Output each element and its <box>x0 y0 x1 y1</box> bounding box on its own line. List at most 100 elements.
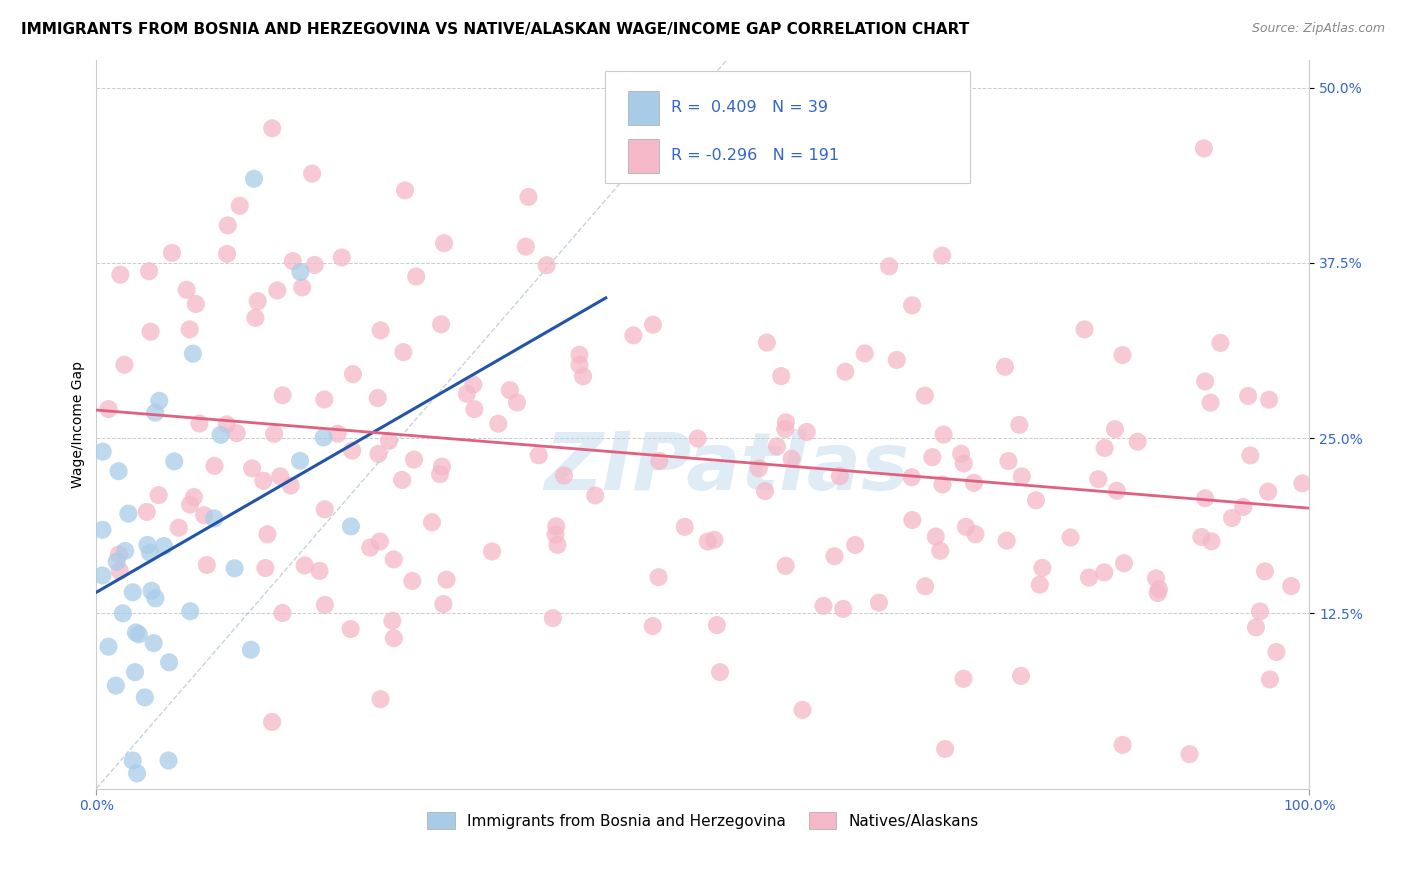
Point <box>280 478 302 492</box>
Point <box>1087 472 1109 486</box>
Point <box>110 268 132 282</box>
Point <box>547 538 569 552</box>
Point <box>952 457 974 471</box>
Point <box>1144 571 1167 585</box>
Point <box>952 672 974 686</box>
Point <box>641 318 664 332</box>
Point <box>111 607 134 621</box>
Point <box>1257 484 1279 499</box>
Point <box>117 507 139 521</box>
Point <box>965 527 987 541</box>
Point <box>139 546 162 560</box>
Point <box>430 459 453 474</box>
Point <box>456 386 478 401</box>
Point <box>176 283 198 297</box>
Point <box>262 121 284 136</box>
Point <box>1031 561 1053 575</box>
Point <box>290 265 312 279</box>
Point <box>239 642 262 657</box>
Point <box>1011 469 1033 483</box>
Point <box>1194 491 1216 506</box>
Point <box>326 426 349 441</box>
Point <box>1194 375 1216 389</box>
Point <box>914 389 936 403</box>
Point <box>394 183 416 197</box>
Point <box>1059 531 1081 545</box>
Point <box>832 602 855 616</box>
Point <box>294 558 316 573</box>
Point <box>382 552 405 566</box>
Point <box>775 415 797 429</box>
Point <box>340 519 363 533</box>
Point <box>686 432 709 446</box>
Point <box>994 359 1017 374</box>
Point <box>370 692 392 706</box>
Point <box>1073 322 1095 336</box>
Point <box>1105 483 1128 498</box>
Point <box>775 558 797 573</box>
Point <box>215 417 238 432</box>
Point <box>1104 422 1126 436</box>
Point <box>780 451 803 466</box>
Point <box>312 430 335 444</box>
Point <box>91 444 114 458</box>
Point <box>135 505 157 519</box>
Point <box>181 347 204 361</box>
Point <box>254 561 277 575</box>
Point <box>703 533 725 547</box>
Point <box>179 604 201 618</box>
Point <box>673 520 696 534</box>
Point <box>91 568 114 582</box>
Point <box>160 246 183 260</box>
Point <box>583 488 606 502</box>
Point <box>931 249 953 263</box>
Point <box>378 434 401 448</box>
Point <box>121 585 143 599</box>
Point <box>91 523 114 537</box>
Point <box>1008 417 1031 432</box>
Point <box>148 488 170 502</box>
Point <box>157 656 180 670</box>
Point <box>97 402 120 417</box>
Point <box>901 513 924 527</box>
Text: ZIPatlas: ZIPatlas <box>544 429 910 507</box>
Point <box>1254 565 1277 579</box>
Point <box>141 583 163 598</box>
Point <box>1199 395 1222 409</box>
Point <box>853 346 876 360</box>
Point <box>1220 511 1243 525</box>
Point <box>1249 604 1271 618</box>
Point <box>215 247 238 261</box>
Point <box>224 561 246 575</box>
Point <box>288 454 311 468</box>
Point <box>1201 534 1223 549</box>
Point <box>402 452 425 467</box>
Point <box>301 167 323 181</box>
Point <box>246 294 269 309</box>
Point <box>1258 673 1281 687</box>
Point <box>391 473 413 487</box>
Point <box>931 477 953 491</box>
Point <box>179 322 201 336</box>
Point <box>963 475 986 490</box>
Point <box>568 348 591 362</box>
Point <box>430 318 453 332</box>
Point <box>572 369 595 384</box>
Point <box>240 461 263 475</box>
Point <box>706 618 728 632</box>
Point <box>553 468 575 483</box>
Point <box>828 469 851 483</box>
Point <box>1192 141 1215 155</box>
Point <box>136 538 159 552</box>
Point <box>183 490 205 504</box>
Point <box>392 345 415 359</box>
Point <box>934 742 956 756</box>
Point <box>114 544 136 558</box>
Point <box>1244 620 1267 634</box>
Point <box>256 527 278 541</box>
Point <box>188 417 211 431</box>
Point <box>868 596 890 610</box>
Point <box>901 298 924 312</box>
Point <box>1239 449 1261 463</box>
Point <box>153 539 176 553</box>
